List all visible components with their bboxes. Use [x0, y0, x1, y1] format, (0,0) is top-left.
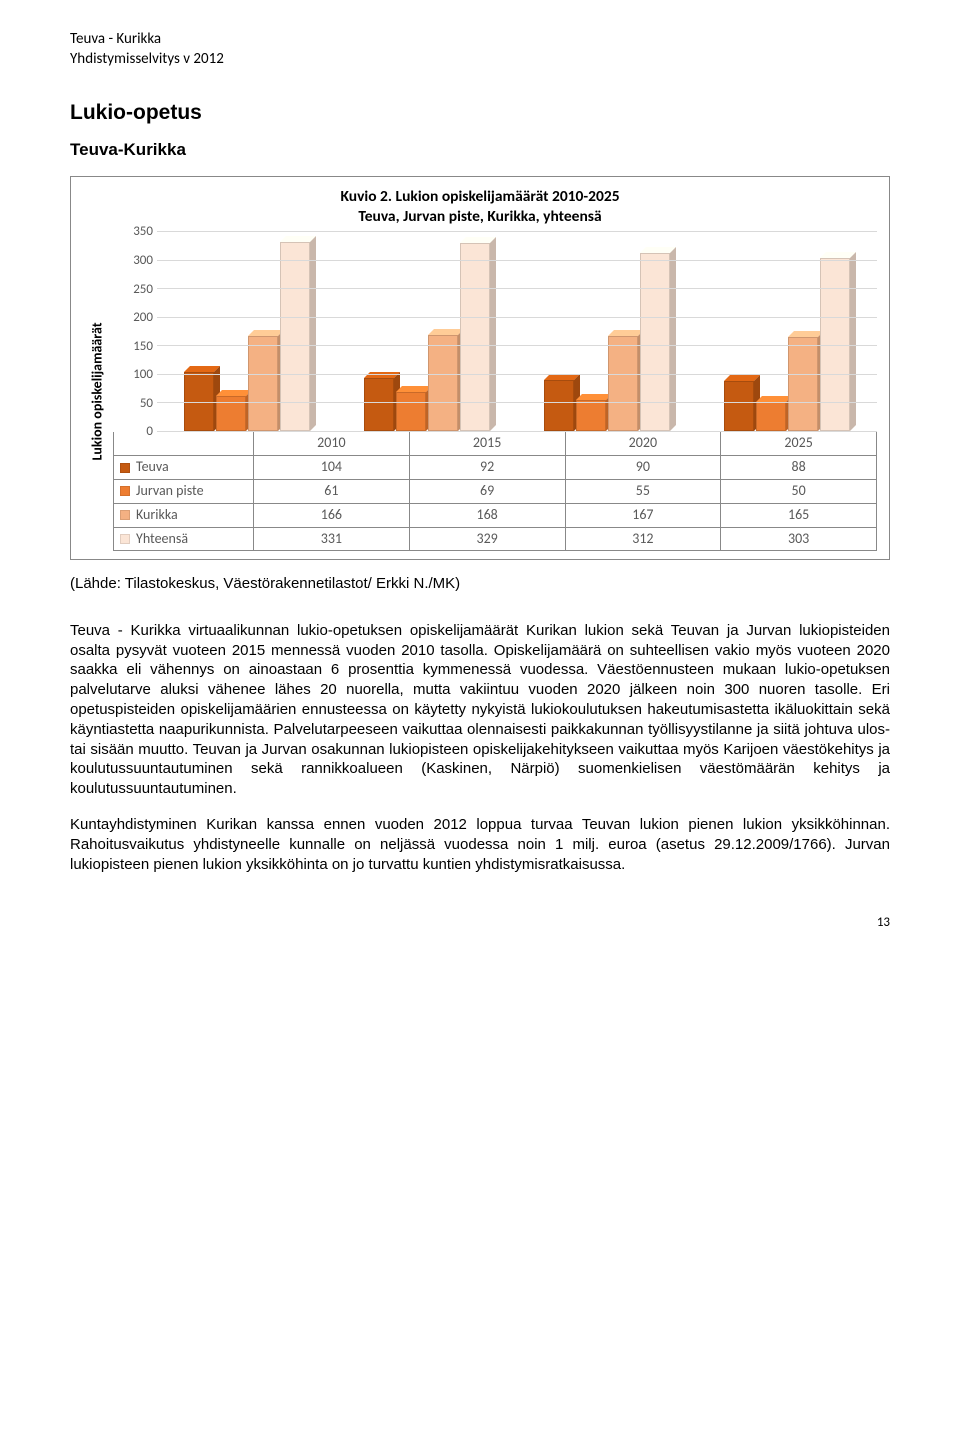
series-label: Jurvan piste [114, 479, 254, 503]
year-slot [157, 232, 337, 431]
y-tick: 250 [133, 280, 153, 298]
table-cell: 165 [721, 503, 877, 527]
year-slot [337, 232, 517, 431]
series-label: Teuva [114, 455, 254, 479]
gridline [157, 402, 877, 403]
x-axis-label: 2015 [409, 432, 565, 455]
y-tick: 0 [146, 423, 153, 441]
bar [248, 336, 278, 431]
chart-title-line1: Kuvio 2. Lukion opiskelijamäärät 2010-20… [340, 187, 619, 206]
gridline [157, 317, 877, 318]
chart-data-table: 2010201520202025Teuva104929088Jurvan pis… [113, 432, 877, 551]
table-cell: 69 [409, 479, 565, 503]
header-line-1: Teuva - Kurikka [70, 30, 890, 50]
bar [724, 381, 754, 431]
bar [788, 337, 818, 431]
y-tick: 50 [140, 395, 153, 413]
table-row: Teuva104929088 [114, 455, 877, 479]
bar [396, 392, 426, 431]
source-line: (Lähde: Tilastokeskus, Väestörakennetila… [70, 574, 890, 594]
legend-swatch [120, 510, 130, 520]
y-ticks: 050100150200250300350 [113, 232, 157, 432]
gridline [157, 431, 877, 432]
table-cell: 303 [721, 527, 877, 551]
section-subtitle: Teuva-Kurikka [70, 139, 890, 162]
year-slot [517, 232, 697, 431]
bar [184, 372, 214, 431]
table-cell: 329 [409, 527, 565, 551]
table-cell: 92 [409, 455, 565, 479]
legend-swatch [120, 463, 130, 473]
chart-title-line2: Teuva, Jurvan piste, Kurikka, yhteensä [358, 207, 601, 226]
chart-container: Kuvio 2. Lukion opiskelijamäärät 2010-20… [70, 176, 890, 560]
bar [756, 402, 786, 431]
legend-swatch [120, 486, 130, 496]
table-row: Jurvan piste61695550 [114, 479, 877, 503]
x-axis-label: 2010 [254, 432, 410, 455]
gridline [157, 345, 877, 346]
section-title: Lukio-opetus [70, 99, 890, 127]
year-slot [697, 232, 877, 431]
legend-swatch [120, 534, 130, 544]
table-corner [114, 432, 254, 455]
plot-area: 050100150200250300350 [113, 232, 877, 432]
x-axis-label: 2020 [565, 432, 721, 455]
bar [216, 396, 246, 431]
table-row: Kurikka166168167165 [114, 503, 877, 527]
y-tick: 300 [133, 252, 153, 270]
x-axis-row: 2010201520202025 [114, 432, 877, 455]
bar [544, 380, 574, 431]
y-tick: 100 [133, 366, 153, 384]
table-cell: 88 [721, 455, 877, 479]
series-label: Kurikka [114, 503, 254, 527]
bar [640, 253, 670, 431]
y-tick: 200 [133, 309, 153, 327]
page-number: 13 [70, 914, 890, 932]
table-cell: 331 [254, 527, 410, 551]
table-cell: 312 [565, 527, 721, 551]
x-axis-label: 2025 [721, 432, 877, 455]
table-cell: 90 [565, 455, 721, 479]
y-tick: 350 [133, 223, 153, 241]
body-paragraph-2: Kuntayhdistyminen Kurikan kanssa ennen v… [70, 815, 890, 874]
table-cell: 61 [254, 479, 410, 503]
gridline [157, 288, 877, 289]
gridline [157, 231, 877, 232]
bar [576, 400, 606, 431]
table-cell: 55 [565, 479, 721, 503]
y-axis-label-wrap: Lukion opiskelijamäärät [83, 232, 113, 551]
series-label: Yhteensä [114, 527, 254, 551]
table-cell: 166 [254, 503, 410, 527]
chart-title: Kuvio 2. Lukion opiskelijamäärät 2010-20… [83, 187, 877, 226]
y-axis-label: Lukion opiskelijamäärät [89, 323, 108, 461]
doc-header: Teuva - Kurikka Yhdistymisselvitys v 201… [70, 30, 890, 69]
gridline [157, 260, 877, 261]
bar [364, 378, 394, 431]
gridline [157, 374, 877, 375]
y-tick: 150 [133, 338, 153, 356]
header-line-2: Yhdistymisselvitys v 2012 [70, 50, 890, 70]
body-paragraph-1: Teuva - Kurikka virtuaalikunnan lukio-op… [70, 621, 890, 799]
bar [608, 336, 638, 431]
bar [428, 335, 458, 431]
table-cell: 50 [721, 479, 877, 503]
table-cell: 168 [409, 503, 565, 527]
table-cell: 104 [254, 455, 410, 479]
table-cell: 167 [565, 503, 721, 527]
table-row: Yhteensä331329312303 [114, 527, 877, 551]
